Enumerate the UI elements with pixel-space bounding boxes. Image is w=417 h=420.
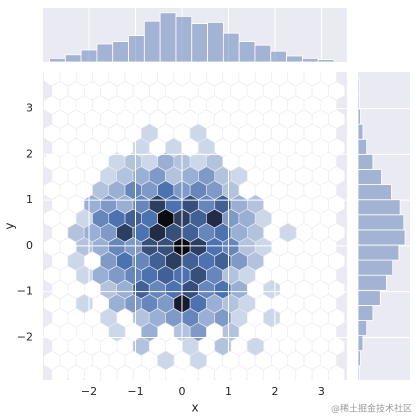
empty-hex (92, 72, 110, 87)
y-tick-label: −2 (17, 330, 33, 343)
hist-bar (357, 93, 360, 110)
x-tick-label: 0 (178, 385, 185, 398)
empty-hex (124, 72, 142, 87)
empty-hex (238, 72, 256, 87)
empty-hex (303, 72, 321, 87)
hist-bar (357, 153, 374, 170)
hist-bar (357, 274, 387, 291)
hex (246, 336, 264, 356)
hist-bar (270, 50, 287, 63)
empty-hex (222, 72, 240, 87)
hist-bar (357, 78, 360, 95)
x-tick-label: 3 (318, 385, 325, 398)
empty-hex (319, 72, 337, 87)
hex (189, 123, 207, 144)
empty-hex (59, 72, 77, 87)
hist-bar (317, 59, 335, 63)
hex (279, 222, 297, 243)
empty-hex (189, 72, 207, 87)
hist-bar (357, 229, 406, 246)
hex (263, 279, 281, 300)
hist-bar (96, 43, 114, 63)
hex-layer (43, 72, 345, 380)
empty-hex (254, 72, 272, 87)
empty-hex (43, 72, 61, 87)
hist-bar (357, 184, 392, 201)
hist-bar (159, 12, 177, 63)
empty-hex (75, 72, 93, 87)
hist-bar (112, 41, 129, 63)
hist-bar (357, 214, 405, 231)
hist-bar (357, 305, 374, 321)
empty-hex (206, 72, 223, 87)
hist-bar (357, 289, 381, 306)
hist-bar (175, 15, 193, 63)
x-tick-label: −2 (81, 385, 97, 398)
y-tick-label: 0 (26, 239, 33, 252)
hex (246, 194, 264, 214)
labels: x y @稀土掘金技术社区 (3, 222, 413, 414)
empty-hex (108, 72, 126, 87)
empty-hex (287, 72, 305, 87)
hist-bar (49, 58, 66, 63)
x-tick-label: 1 (225, 385, 232, 398)
y-tick-label: 1 (26, 193, 33, 206)
hist-bar (357, 320, 368, 337)
watermark: @稀土掘金技术社区 (331, 403, 412, 415)
y-axis-label: y (3, 222, 17, 229)
hist-bar (222, 32, 240, 63)
top-margin-background (43, 8, 347, 62)
hist-bar (357, 108, 361, 125)
hist-bar (64, 54, 82, 63)
hex (141, 123, 158, 144)
hist-bar (191, 23, 208, 63)
hist-bar (357, 244, 400, 261)
hist-bar (357, 365, 360, 382)
y-tick-label: −1 (17, 285, 33, 298)
hex (230, 166, 248, 186)
x-tick-label: −1 (127, 385, 143, 398)
hist-bar (357, 169, 382, 185)
hist-bar (357, 199, 401, 216)
hist-bar (357, 335, 364, 352)
hist-bar (238, 41, 256, 63)
hist-bar (301, 58, 319, 63)
hist-bar (207, 21, 224, 63)
hex (75, 293, 93, 314)
hist-bar (357, 138, 368, 155)
hex (157, 350, 175, 371)
hist-bar (80, 49, 98, 63)
y-tick-label: 3 (26, 102, 33, 115)
empty-hex (141, 72, 158, 87)
y-tick-label: 2 (26, 147, 33, 160)
x-axis-label: x (191, 401, 198, 415)
x-tick-label: 2 (271, 385, 278, 398)
hist-bar (254, 44, 272, 63)
empty-hex (271, 72, 289, 87)
hist-bar (357, 259, 394, 276)
hist-bar (286, 55, 303, 63)
hist-bar (143, 20, 161, 63)
hex (263, 308, 281, 328)
hist-bar (357, 350, 361, 367)
hist-bar (128, 35, 145, 63)
hist-bar (357, 123, 364, 140)
empty-hex (157, 72, 175, 87)
